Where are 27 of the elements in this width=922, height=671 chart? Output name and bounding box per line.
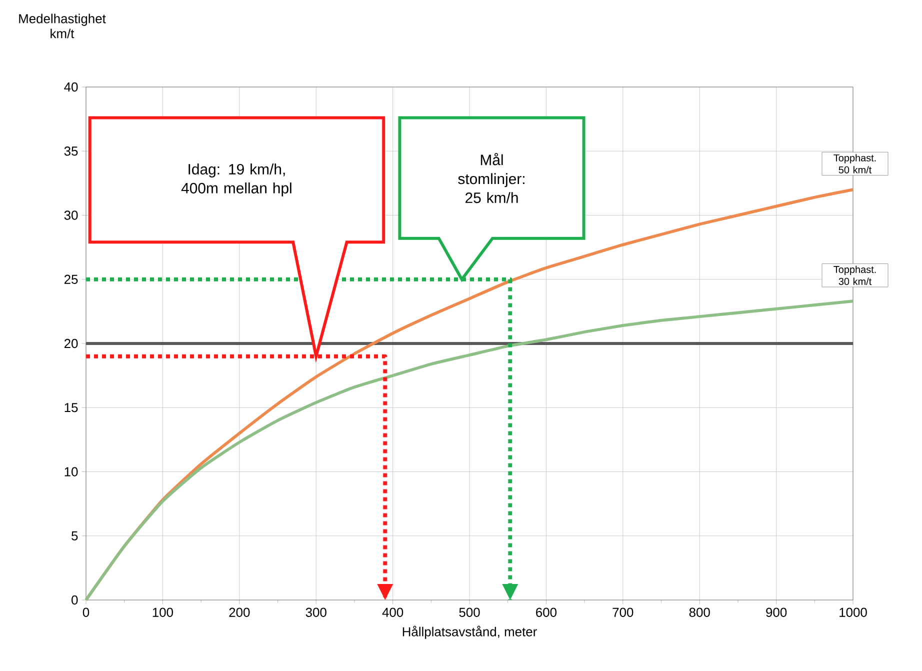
y-tick-label: 20 — [64, 338, 78, 348]
y-tick-label: 35 — [64, 146, 78, 156]
x-tick-label: 1000 — [840, 608, 867, 617]
x-tick-label: 500 — [459, 608, 480, 617]
x-tick-label: 600 — [536, 608, 557, 617]
x-tick-label: 200 — [229, 608, 250, 617]
x-tick-label: 700 — [612, 608, 634, 617]
series-label: Topphast. 30 km/t — [834, 266, 876, 285]
y-axis-title: Medelhastighet km/t — [19, 14, 106, 38]
x-tick-label: 100 — [152, 608, 173, 617]
annotation: Mål stomlinjer: 25 km/h — [458, 153, 524, 204]
x-tick-label: 300 — [306, 608, 326, 617]
series-label: Topphast. 50 km/t — [834, 154, 876, 174]
x-tick-label: 800 — [689, 608, 710, 617]
y-tick-label: 15 — [64, 403, 78, 412]
y-tick-label: 5 — [72, 531, 78, 540]
annotation: Idag: 19 km/h, 400m mellan hpl — [181, 164, 292, 196]
x-tick-label: 900 — [766, 608, 787, 617]
y-tick-label: 10 — [64, 467, 78, 476]
y-tick-label: 40 — [64, 82, 78, 92]
y-tick-label: 30 — [64, 210, 78, 220]
x-axis-title: Hållplatsavstånd, meter — [402, 626, 537, 639]
x-tick-label: 400 — [382, 608, 404, 617]
x-tick-label: 0 — [82, 608, 90, 617]
line-series — [84, 300, 855, 602]
y-tick-label: 0 — [72, 595, 78, 605]
y-tick-label: 25 — [64, 274, 78, 284]
